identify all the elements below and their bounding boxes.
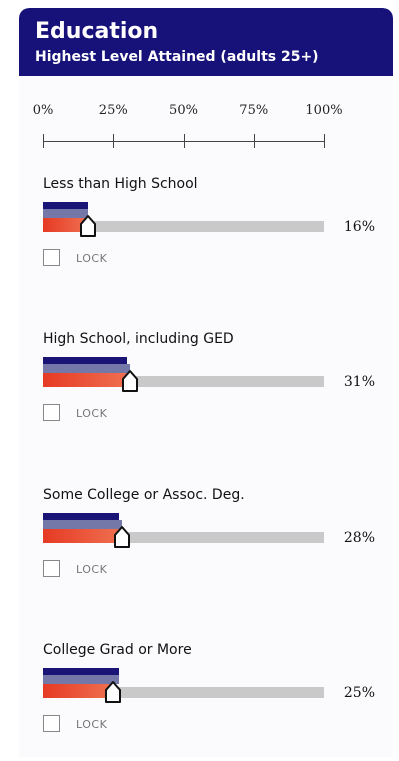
row-percent-value: 25% (343, 685, 375, 701)
scale-tick-mark (253, 134, 255, 148)
reference-bar-dark (43, 357, 128, 364)
panel-subtitle: Highest Level Attained (adults 25+) (35, 49, 319, 65)
scale-tick-mark (324, 134, 325, 148)
slider-handle[interactable] (78, 214, 98, 238)
slider-handle[interactable] (120, 369, 140, 393)
education-row: College Grad or More 25% LOCK (19, 642, 393, 757)
slider-track[interactable] (87, 221, 324, 232)
panel-title: Education (35, 19, 159, 44)
scale-tick-label: 50% (169, 103, 198, 118)
slider-track[interactable] (130, 376, 324, 387)
reference-bar-light (43, 675, 119, 684)
value-bar (43, 529, 122, 543)
row-percent-value: 31% (343, 374, 375, 390)
lock-label: LOCK (76, 252, 108, 265)
percent-scale: 0% 25% 50% 75% 100% (19, 103, 393, 153)
value-bar (43, 218, 88, 232)
lock-checkbox-box[interactable] (43, 249, 60, 266)
row-percent-value: 28% (343, 530, 375, 546)
reference-bar-light (43, 520, 122, 529)
lock-label: LOCK (76, 563, 108, 576)
row-label: Less than High School (43, 176, 198, 192)
reference-bar-light (43, 364, 131, 373)
lock-checkbox-box[interactable] (43, 560, 60, 577)
row-label: Some College or Assoc. Deg. (43, 487, 245, 503)
reference-bar-dark (43, 668, 119, 675)
reference-bar-dark (43, 202, 88, 209)
education-row: Less than High School 16% LOCK (19, 176, 393, 301)
row-percent-value: 16% (343, 219, 375, 235)
education-row: High School, including GED 31% LOCK (19, 331, 393, 456)
row-label: High School, including GED (43, 331, 234, 347)
slider-handle[interactable] (103, 680, 123, 704)
slider-track[interactable] (121, 532, 324, 543)
scale-tick-mark (113, 134, 115, 148)
scale-tick-label: 25% (98, 103, 128, 118)
panel-header: Education Highest Level Attained (adults… (19, 8, 393, 76)
lock-label: LOCK (76, 718, 108, 731)
scale-tick-mark (43, 134, 44, 148)
value-bar (43, 684, 114, 698)
lock-checkbox-box[interactable] (43, 404, 60, 421)
row-label: College Grad or More (43, 642, 192, 658)
reference-bar-light (43, 209, 88, 218)
scale-tick-label: 100% (305, 103, 343, 118)
education-row: Some College or Assoc. Deg. 28% LOCK (19, 487, 393, 612)
value-bar (43, 373, 131, 387)
education-panel: Education Highest Level Attained (adults… (19, 8, 393, 757)
scale-tick-label: 75% (239, 103, 269, 118)
scale-tick-label: 0% (32, 103, 54, 118)
lock-checkbox-box[interactable] (43, 715, 60, 732)
scale-tick-mark (183, 134, 185, 148)
reference-bar-dark (43, 513, 119, 520)
slider-track[interactable] (113, 687, 324, 698)
slider-handle[interactable] (112, 525, 132, 549)
lock-label: LOCK (76, 407, 108, 420)
